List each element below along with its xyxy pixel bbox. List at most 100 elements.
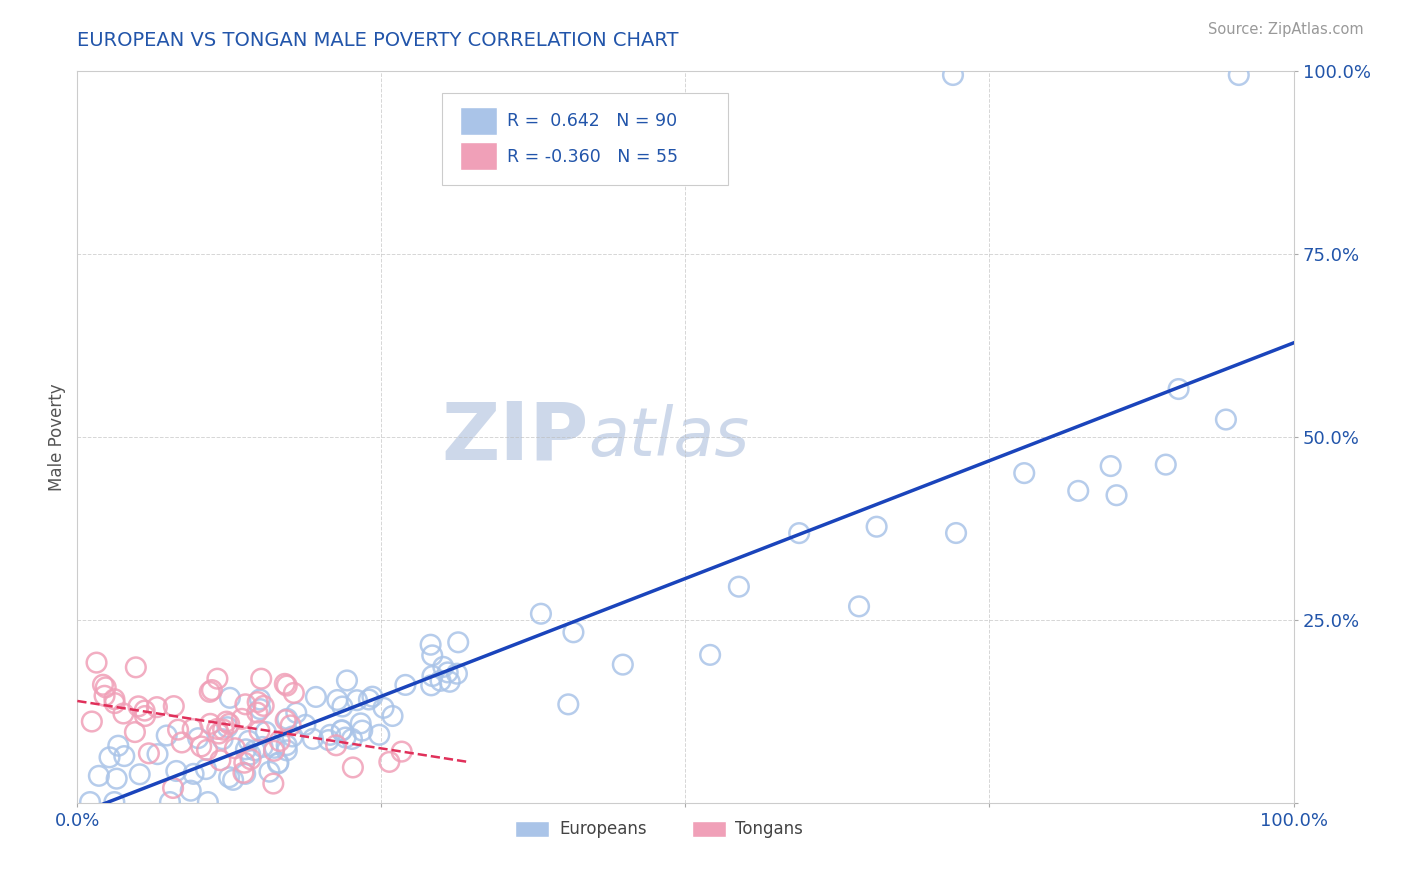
Point xyxy=(249,692,271,706)
Point xyxy=(200,716,222,731)
Point xyxy=(219,690,242,705)
Point xyxy=(1099,458,1122,473)
Point xyxy=(305,690,328,704)
Point xyxy=(274,713,297,727)
Point xyxy=(326,693,349,707)
Point xyxy=(222,772,245,787)
Point xyxy=(124,725,146,739)
Point xyxy=(728,580,751,594)
Point xyxy=(325,739,347,753)
Point xyxy=(342,760,364,774)
Point xyxy=(368,728,391,742)
Point xyxy=(146,700,169,714)
Point xyxy=(207,672,229,686)
Point xyxy=(163,699,186,714)
Point xyxy=(194,762,217,776)
Point xyxy=(848,599,870,614)
Point xyxy=(98,750,121,764)
Point xyxy=(180,783,202,797)
Point xyxy=(212,723,235,737)
Point xyxy=(246,706,269,720)
Point xyxy=(263,740,285,755)
Point xyxy=(945,526,967,541)
Point xyxy=(80,714,103,729)
Point xyxy=(429,673,451,688)
Point xyxy=(340,731,363,746)
Point xyxy=(439,674,461,689)
Point xyxy=(112,706,135,721)
Point xyxy=(330,723,353,738)
Point xyxy=(250,672,273,686)
Point xyxy=(391,745,413,759)
Point xyxy=(319,728,342,742)
FancyBboxPatch shape xyxy=(460,107,496,135)
Point xyxy=(281,730,304,744)
FancyBboxPatch shape xyxy=(441,94,728,185)
Point xyxy=(262,776,284,790)
Point xyxy=(447,635,470,649)
Point xyxy=(239,747,262,762)
Point xyxy=(332,699,354,714)
Point xyxy=(378,755,401,769)
Text: R = -0.360   N = 55: R = -0.360 N = 55 xyxy=(506,148,678,166)
Point xyxy=(436,665,458,680)
Point xyxy=(274,677,297,691)
Point xyxy=(195,743,218,757)
Point xyxy=(103,692,125,706)
Point xyxy=(259,764,281,779)
Point xyxy=(201,683,224,698)
Point xyxy=(865,519,887,533)
Point xyxy=(357,692,380,706)
Text: R =  0.642   N = 90: R = 0.642 N = 90 xyxy=(506,112,676,130)
Point xyxy=(181,722,204,736)
Point xyxy=(346,693,368,707)
Point xyxy=(104,696,127,710)
Point xyxy=(91,678,114,692)
Point xyxy=(420,648,443,663)
Point xyxy=(183,767,205,781)
Point xyxy=(233,767,256,781)
Point xyxy=(432,660,454,674)
Point xyxy=(1105,488,1128,502)
Point xyxy=(420,678,443,692)
Point xyxy=(318,733,340,747)
FancyBboxPatch shape xyxy=(460,143,496,170)
Point xyxy=(942,68,965,82)
Point xyxy=(1154,458,1177,472)
FancyBboxPatch shape xyxy=(692,821,725,838)
Point xyxy=(162,780,184,795)
Y-axis label: Male Poverty: Male Poverty xyxy=(48,384,66,491)
Point xyxy=(276,712,298,726)
Point xyxy=(233,756,256,770)
Point xyxy=(125,660,148,674)
Point xyxy=(280,718,302,732)
Point xyxy=(422,669,444,683)
Point xyxy=(394,678,416,692)
Point xyxy=(254,725,277,739)
Text: Tongans: Tongans xyxy=(735,820,803,838)
Point xyxy=(352,723,374,738)
Point xyxy=(243,743,266,757)
Point xyxy=(530,607,553,621)
Point xyxy=(419,638,441,652)
Point xyxy=(224,741,246,756)
Point xyxy=(1167,382,1189,396)
Point xyxy=(285,706,308,720)
Point xyxy=(1067,483,1090,498)
Point xyxy=(218,770,240,784)
Point xyxy=(138,747,160,761)
Point xyxy=(246,695,269,709)
Point xyxy=(446,666,468,681)
Point xyxy=(787,526,810,541)
Point xyxy=(381,709,404,723)
Point xyxy=(187,731,209,746)
Point xyxy=(562,625,585,640)
FancyBboxPatch shape xyxy=(515,821,550,838)
Point xyxy=(361,690,384,704)
Point xyxy=(79,795,101,809)
Point xyxy=(127,699,149,714)
Point xyxy=(93,689,115,703)
Point xyxy=(336,673,359,688)
Point xyxy=(335,731,357,745)
Point xyxy=(249,723,271,738)
